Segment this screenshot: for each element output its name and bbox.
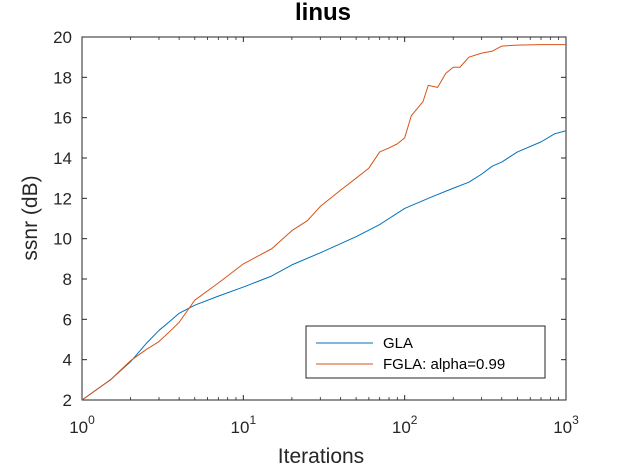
legend: GLA FGLA: alpha=0.99 [305,325,546,379]
legend-label: GLA [383,335,413,352]
chart-title: linus [295,0,351,26]
y-tick-label: 18 [53,68,72,87]
x-tick-exponent: 2 [411,413,418,427]
x-tick-exponent: 1 [249,413,256,427]
legend-box [305,325,546,379]
x-tick-base: 10 [392,418,411,437]
x-tick-label: 101 [231,413,257,437]
x-axis-label: Iterations [278,445,364,468]
x-axis-ticks: 100 101 102 103 [69,37,579,437]
y-tick-label: 14 [53,149,72,168]
x-tick-label: 100 [69,413,95,437]
series-line [81,44,566,401]
x-tick-base: 10 [553,418,572,437]
y-axis-label: ssnr (dB) [19,175,42,260]
x-tick-exponent: 3 [572,413,579,427]
series-lines [81,44,567,401]
x-tick-label: 103 [553,413,579,437]
y-tick-label: 6 [63,310,72,329]
x-tick-base: 10 [231,418,250,437]
y-tick-label: 8 [63,270,72,289]
series-line [81,130,567,401]
y-tick-label: 10 [53,230,72,249]
y-axis-ticks: 2 4 6 8 10 12 14 16 18 20 [53,28,566,410]
x-tick-base: 10 [69,418,88,437]
x-tick-label: 102 [392,413,418,437]
y-tick-label: 16 [53,109,72,128]
y-tick-label: 12 [53,189,72,208]
legend-label: FGLA: alpha=0.99 [383,356,505,373]
y-tick-label: 20 [53,28,72,47]
x-tick-exponent: 0 [88,413,95,427]
y-tick-label: 2 [63,391,72,410]
y-tick-label: 4 [63,351,72,370]
